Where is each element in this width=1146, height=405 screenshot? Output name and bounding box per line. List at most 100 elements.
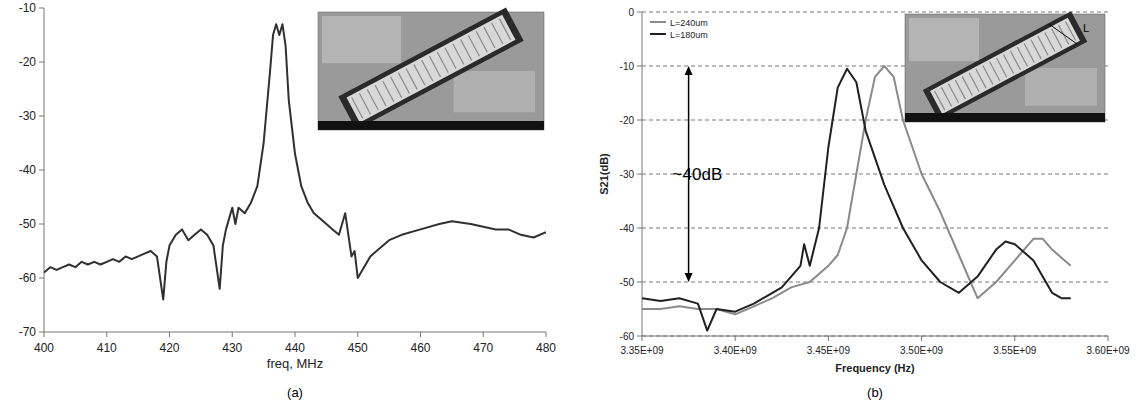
inset-finger	[941, 87, 951, 106]
y-tick	[39, 62, 44, 63]
inset-finger	[383, 81, 394, 102]
inset-finger	[955, 80, 965, 99]
inset-finger	[492, 23, 503, 44]
inset-resonator	[923, 11, 1088, 120]
x-tick-label: 3.55E+09	[993, 345, 1037, 356]
x-tick-label: 470	[473, 341, 493, 355]
y-tick	[637, 174, 642, 175]
legend-label: L=240um	[670, 18, 708, 28]
inset-finger	[352, 97, 363, 118]
figure: -70-60-50-40-30-20-104004104204304404504…	[0, 0, 1146, 405]
inset-finger	[476, 31, 487, 52]
grid-line	[642, 336, 1108, 337]
inset-pad	[454, 71, 535, 112]
x-axis-title: Frequency (Hz)	[835, 362, 915, 374]
inset-pad	[1025, 68, 1097, 106]
inset-pad	[909, 18, 979, 61]
y-tick	[39, 224, 44, 225]
x-tick	[828, 336, 829, 341]
inset-finger	[1024, 43, 1034, 62]
inset-finger	[1010, 51, 1020, 70]
inset-finger	[1065, 21, 1075, 40]
inset-finger	[1003, 54, 1013, 73]
inset-finger	[437, 52, 448, 73]
y-tick	[637, 120, 642, 121]
inset-trench	[338, 7, 523, 129]
inset-finger	[983, 65, 993, 84]
inset-finger	[976, 69, 986, 88]
x-axis-title: freq, MHz	[267, 356, 323, 371]
panel: -60-50-40-30-20-1003.35E+093.40E+093.45E…	[598, 7, 1130, 401]
x-tick-label: 3.40E+09	[714, 345, 758, 356]
inset-finger	[935, 91, 945, 110]
x-tick-label: 3.50E+09	[900, 345, 944, 356]
y-tick	[39, 332, 44, 333]
inset-finger	[484, 27, 495, 48]
inset-label: L	[1083, 22, 1089, 34]
y-tick	[637, 228, 642, 229]
annotation-text: ~40dB	[673, 165, 723, 184]
y-tick-label: -20	[620, 115, 635, 126]
inset-finger	[453, 44, 464, 65]
x-tick	[546, 332, 547, 337]
legend: L=240um L=180um	[650, 18, 708, 40]
y-tick-label: -50	[19, 217, 37, 231]
y-tick-label: -20	[19, 55, 37, 69]
y-tick-label: -30	[620, 169, 635, 180]
legend-label: L=180um	[670, 30, 708, 40]
y-tick-label: -30	[19, 109, 37, 123]
x-tick-label: 480	[536, 341, 556, 355]
x-tick-label: 410	[97, 341, 117, 355]
y-tick	[39, 8, 44, 9]
legend-swatch	[650, 21, 666, 23]
panel-caption: (b)	[867, 385, 883, 400]
x-tick-label: 460	[410, 341, 430, 355]
x-tick	[44, 332, 45, 337]
grid-line	[642, 282, 1108, 283]
x-tick-label: 3.45E+09	[807, 345, 851, 356]
inset-pad	[322, 16, 401, 63]
x-tick	[1014, 336, 1015, 341]
x-tick-label: 3.60E+09	[1086, 345, 1130, 356]
inset-finger	[398, 73, 409, 94]
y-tick	[637, 66, 642, 67]
inset-dimension-line	[1049, 24, 1077, 44]
inset-footer	[318, 121, 544, 130]
panel-caption: (a)	[287, 385, 303, 400]
x-tick	[735, 336, 736, 341]
inset-finger	[969, 73, 979, 92]
grid-line	[642, 228, 1108, 229]
x-tick	[295, 332, 296, 337]
grid-line	[642, 12, 1108, 13]
inset-finger	[422, 60, 433, 81]
y-tick	[637, 12, 642, 13]
x-tick	[169, 332, 170, 337]
x-tick	[106, 332, 107, 337]
x-tick-label: 400	[34, 341, 54, 355]
inset-finger	[468, 35, 479, 56]
inset-plate	[347, 15, 516, 123]
y-tick-label: -60	[19, 271, 37, 285]
x-tick-label: 430	[222, 341, 242, 355]
y-tick	[39, 278, 44, 279]
y-tick	[637, 282, 642, 283]
y-tick-label: -70	[19, 325, 37, 339]
arrow-head	[685, 66, 693, 75]
y-tick-label: -60	[620, 331, 635, 342]
inset-finger	[375, 85, 386, 106]
x-tick-label: 450	[348, 341, 368, 355]
inset-finger	[1045, 32, 1055, 51]
inset-finger	[1017, 47, 1027, 66]
inset-finger	[367, 89, 378, 110]
inset-finger	[461, 40, 472, 61]
y-tick-label: -10	[620, 61, 635, 72]
x-tick-label: 3.35E+09	[620, 345, 664, 356]
y-tick-label: -50	[620, 277, 635, 288]
inset-finger	[990, 62, 1000, 81]
inset-footer	[905, 113, 1105, 122]
panel: -70-60-50-40-30-20-104004104204304404504…	[19, 1, 557, 400]
inset-resonator	[338, 7, 523, 129]
legend-swatch	[650, 33, 666, 35]
x-tick	[357, 332, 358, 337]
arrow-head	[685, 273, 693, 282]
